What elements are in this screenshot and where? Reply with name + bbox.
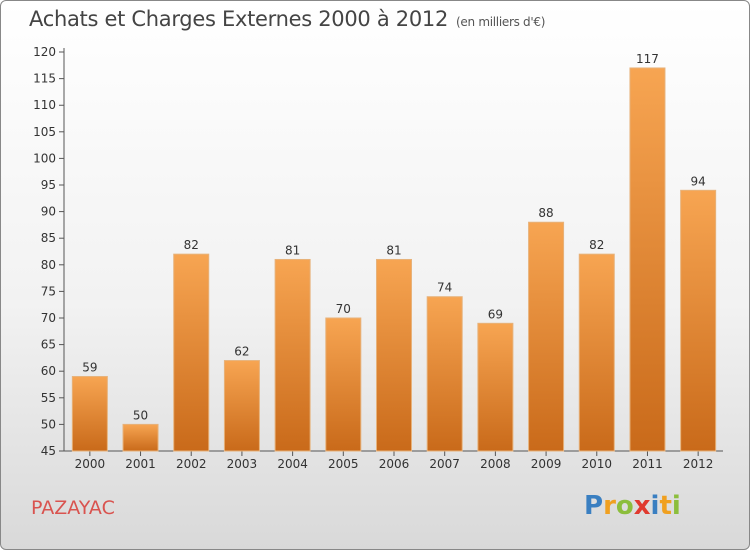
y-tick-label: 65 bbox=[41, 338, 56, 352]
bar-value-label: 74 bbox=[437, 281, 452, 295]
y-tick-label: 50 bbox=[41, 417, 56, 431]
y-tick-label: 115 bbox=[33, 72, 56, 86]
bar-2011 bbox=[629, 67, 666, 452]
x-tick-label: 2010 bbox=[581, 457, 612, 471]
x-tick-label: 2004 bbox=[277, 457, 308, 471]
y-tick-label: 60 bbox=[41, 364, 56, 378]
bar-2001 bbox=[122, 423, 159, 452]
y-tick-label: 105 bbox=[33, 125, 56, 139]
x-tick-label: 2006 bbox=[379, 457, 410, 471]
bar-value-label: 81 bbox=[386, 243, 401, 257]
bar-2005 bbox=[325, 317, 362, 452]
logo-letter: i bbox=[650, 491, 660, 521]
x-tick-label: 2012 bbox=[683, 457, 714, 471]
y-tick-label: 90 bbox=[41, 205, 56, 219]
x-tick-label: 2000 bbox=[75, 457, 106, 471]
chart-subtitle: (en milliers d'€) bbox=[456, 15, 546, 29]
logo-letter: P bbox=[584, 491, 604, 521]
place-name: PAZAYAC bbox=[31, 497, 115, 519]
y-tick-label: 75 bbox=[41, 284, 56, 298]
bar-value-label: 82 bbox=[589, 238, 604, 252]
y-tick-label: 55 bbox=[41, 391, 56, 405]
bar-2004 bbox=[274, 258, 311, 452]
bar-value-label: 94 bbox=[691, 174, 706, 188]
bar-2008 bbox=[477, 322, 514, 452]
chart-title: Achats et Charges Externes 2000 à 2012 (e… bbox=[29, 7, 545, 31]
bar-value-label: 117 bbox=[636, 52, 659, 66]
bar-value-label: 81 bbox=[285, 243, 300, 257]
bar-value-label: 88 bbox=[538, 206, 553, 220]
y-tick-label: 80 bbox=[41, 258, 56, 272]
bar-value-label: 70 bbox=[336, 302, 351, 316]
x-tick-label: 2007 bbox=[429, 457, 460, 471]
y-tick-label: 85 bbox=[41, 231, 56, 245]
chart-title-text: Achats et Charges Externes 2000 à 2012 bbox=[29, 7, 449, 31]
y-tick-label: 100 bbox=[33, 151, 56, 165]
bar-value-label: 50 bbox=[133, 408, 148, 422]
bar-2012 bbox=[680, 189, 717, 452]
proxiti-logo: Proxiti bbox=[584, 491, 681, 521]
logo-letter: t bbox=[659, 491, 672, 521]
y-tick-label: 120 bbox=[33, 45, 56, 59]
logo-letter: x bbox=[633, 491, 651, 521]
logo-letter: r bbox=[603, 491, 616, 521]
x-tick-label: 2009 bbox=[531, 457, 562, 471]
bar-value-label: 82 bbox=[184, 238, 199, 252]
logo-letter: i bbox=[671, 491, 681, 521]
bar-2009 bbox=[528, 221, 565, 452]
y-tick-label: 110 bbox=[33, 98, 56, 112]
x-tick-label: 2003 bbox=[227, 457, 258, 471]
bar-2010 bbox=[578, 253, 615, 452]
y-tick-label: 95 bbox=[41, 178, 56, 192]
bar-value-label: 59 bbox=[82, 361, 97, 375]
bar-2000 bbox=[71, 376, 108, 452]
bar-value-label: 69 bbox=[488, 307, 503, 321]
x-tick-label: 2008 bbox=[480, 457, 511, 471]
bar-value-label: 62 bbox=[234, 345, 249, 359]
bar-2006 bbox=[376, 258, 412, 452]
x-tick-label: 2001 bbox=[125, 457, 156, 471]
y-tick-label: 45 bbox=[41, 444, 56, 458]
bar-2003 bbox=[223, 360, 260, 452]
x-tick-label: 2005 bbox=[328, 457, 359, 471]
x-tick-label: 2011 bbox=[632, 457, 663, 471]
logo-letter: o bbox=[615, 491, 634, 521]
y-tick-label: 70 bbox=[41, 311, 56, 325]
bar-2007 bbox=[426, 296, 463, 452]
x-tick-label: 2002 bbox=[176, 457, 207, 471]
bar-2002 bbox=[173, 253, 210, 452]
